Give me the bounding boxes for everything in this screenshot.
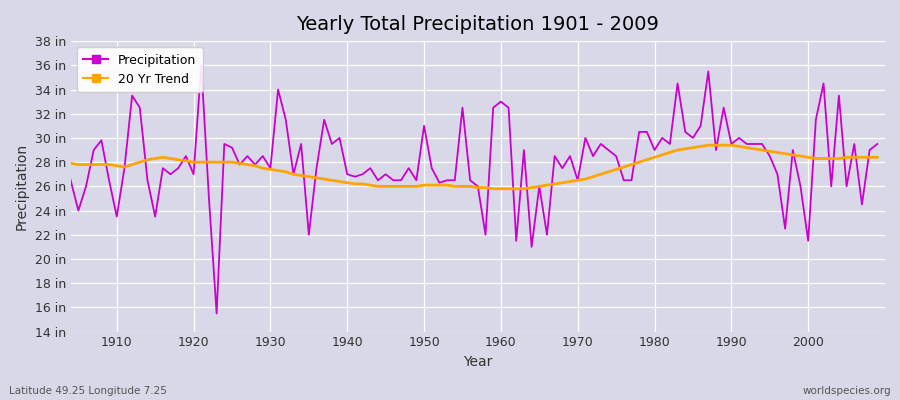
Text: worldspecies.org: worldspecies.org <box>803 386 891 396</box>
Text: Latitude 49.25 Longitude 7.25: Latitude 49.25 Longitude 7.25 <box>9 386 166 396</box>
X-axis label: Year: Year <box>464 355 492 369</box>
Y-axis label: Precipitation: Precipitation <box>15 143 29 230</box>
Legend: Precipitation, 20 Yr Trend: Precipitation, 20 Yr Trend <box>76 47 202 92</box>
Title: Yearly Total Precipitation 1901 - 2009: Yearly Total Precipitation 1901 - 2009 <box>296 15 660 34</box>
